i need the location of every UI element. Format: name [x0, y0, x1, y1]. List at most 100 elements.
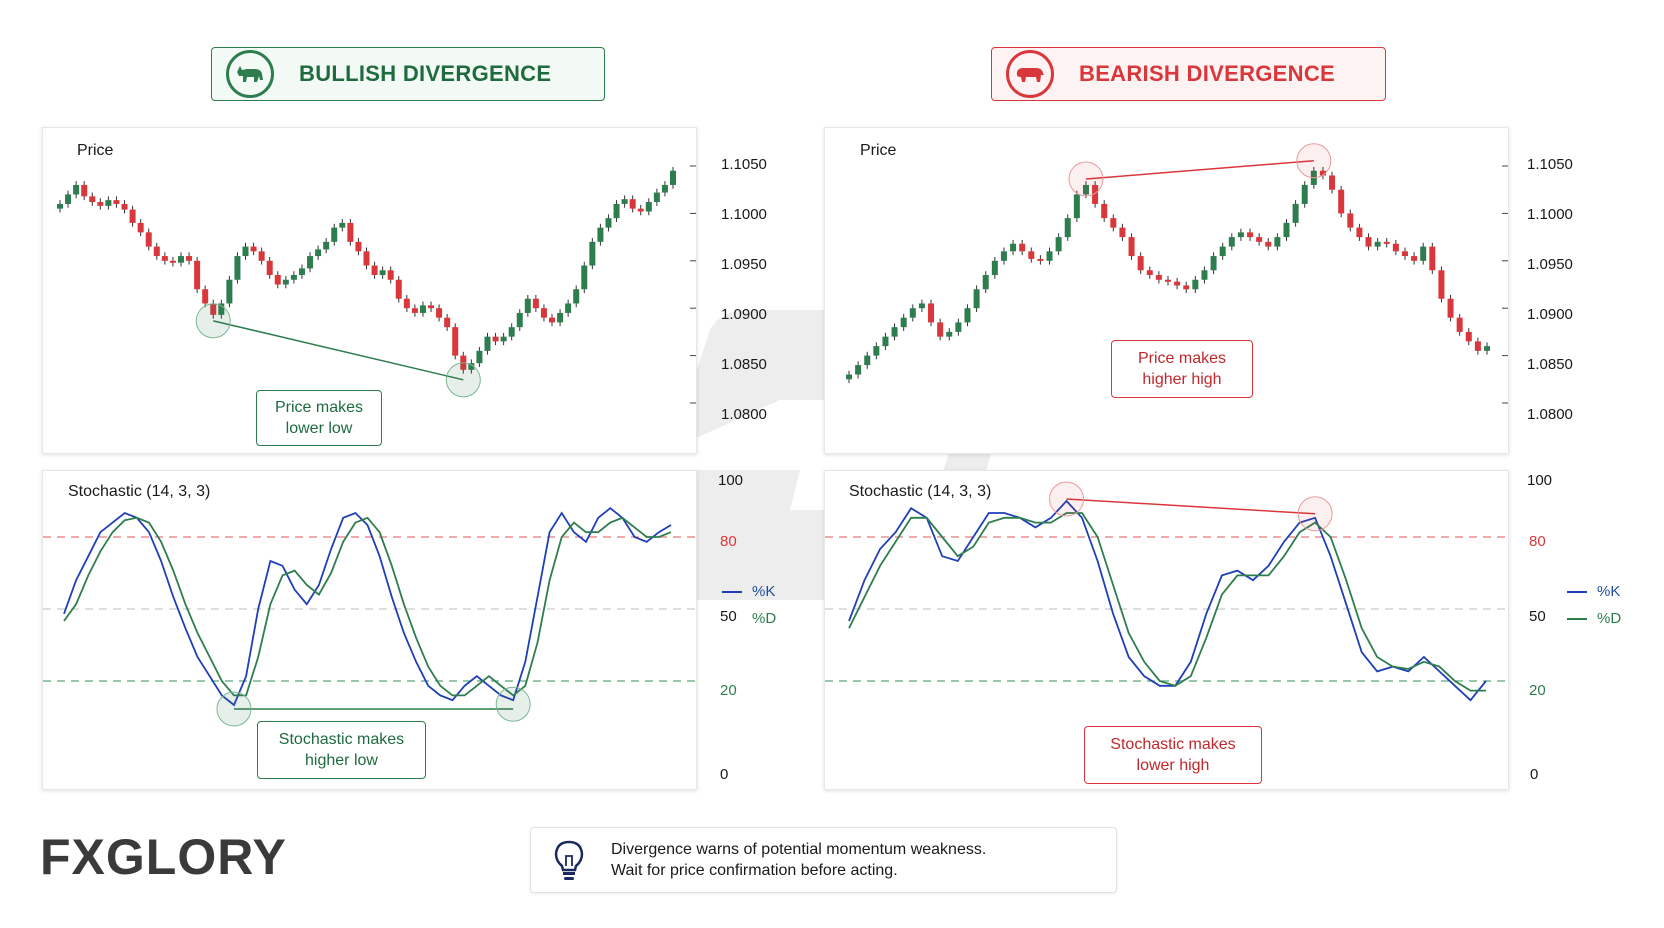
- candle-body: [1037, 258, 1044, 261]
- candle-body: [621, 199, 628, 204]
- lower-high-trendline: [1066, 498, 1316, 515]
- candle-body: [900, 317, 907, 328]
- candle-body: [1484, 346, 1490, 351]
- candle-body: [1073, 194, 1080, 219]
- higher-high-trendline: [1085, 159, 1314, 180]
- candle-body: [1201, 270, 1208, 280]
- tip-line-1: Divergence warns of potential momentum w…: [611, 841, 987, 858]
- candle-body: [242, 246, 249, 257]
- bull-stoch-panel: Stochastic (14, 3, 3) Stochastic makes h…: [42, 470, 697, 790]
- candle-body: [177, 256, 184, 263]
- candle-body: [186, 256, 193, 261]
- price-tick: 1.0950: [721, 256, 767, 273]
- high-marker: [1049, 481, 1085, 517]
- candle-body: [419, 305, 426, 313]
- stoch-tick: 80: [720, 533, 737, 550]
- price-tick: 1.1050: [1527, 156, 1573, 173]
- legend-k: %K: [1567, 578, 1621, 605]
- fxglory-logo: FXGLORY: [40, 829, 287, 885]
- candle-body: [282, 279, 289, 285]
- candle-body: [339, 222, 346, 228]
- candle-body: [428, 305, 435, 309]
- candle-body: [1356, 227, 1363, 238]
- candle-body: [1274, 237, 1281, 247]
- candle-body: [452, 327, 459, 356]
- price-tick: 1.1000: [721, 206, 767, 223]
- candle-body: [1146, 270, 1153, 276]
- candle-body: [468, 363, 475, 370]
- candle-body: [476, 350, 483, 364]
- candle-body: [882, 336, 889, 347]
- candle-body: [1420, 246, 1427, 261]
- price-tick: 1.0900: [1527, 306, 1573, 323]
- candle-body: [1374, 241, 1381, 247]
- candle-body: [363, 251, 370, 266]
- candle-body: [1174, 281, 1181, 286]
- candle-body: [371, 265, 378, 276]
- candle-body: [1411, 256, 1418, 261]
- candle-body: [1301, 184, 1308, 204]
- candle-body: [645, 202, 652, 212]
- price-tick: 1.1050: [721, 156, 767, 173]
- price-tick: 1.1000: [1527, 206, 1573, 223]
- price-tick: 1.0950: [1527, 256, 1573, 273]
- candle-body: [1319, 170, 1326, 176]
- candle-body: [121, 203, 128, 210]
- stoch-tick: 20: [720, 682, 737, 699]
- candle-body: [982, 275, 989, 290]
- price-tick: 1.0850: [1527, 356, 1573, 373]
- candle-body: [153, 246, 160, 257]
- tip-line-2: Wait for price confirmation before actin…: [611, 862, 898, 879]
- candle-body: [964, 308, 971, 323]
- candle-body: [1401, 251, 1408, 257]
- candle-body: [605, 218, 612, 228]
- bearish-title: BEARISH DIVERGENCE: [1079, 61, 1335, 86]
- candle-body: [524, 298, 531, 313]
- bull-legend: %K %D: [722, 578, 776, 632]
- k-swatch: [722, 590, 742, 593]
- low-marker: [495, 686, 531, 722]
- candle-body: [918, 303, 925, 309]
- candle-body: [226, 279, 233, 304]
- k-line: [848, 499, 1487, 702]
- bear-price-panel: Price Price makes higher high: [824, 127, 1509, 454]
- bear-legend: %K %D: [1567, 578, 1621, 632]
- candle-body: [161, 256, 168, 261]
- candle-body: [169, 260, 176, 263]
- candle-body: [298, 268, 305, 276]
- stoch-label: Stochastic (14, 3, 3): [849, 483, 992, 500]
- candle-body: [864, 355, 871, 366]
- stoch-tick: 80: [1529, 533, 1546, 550]
- k-swatch: [1567, 590, 1587, 593]
- candle-body: [540, 308, 547, 318]
- candle-body: [1010, 243, 1017, 252]
- candle-body: [1219, 246, 1226, 257]
- candle-body: [661, 184, 668, 193]
- candle-body: [1438, 270, 1445, 299]
- stoch-tick: 100: [1527, 472, 1553, 489]
- candle-body: [855, 365, 862, 375]
- candle-body: [500, 336, 507, 342]
- stoch-tick: 0: [720, 766, 729, 783]
- bull-price-callout: Price makes lower low: [256, 390, 382, 446]
- price-tick: 1.0900: [721, 306, 767, 323]
- candle-body: [549, 317, 556, 323]
- candle-body: [629, 199, 636, 209]
- candle-body: [1292, 203, 1299, 223]
- candle-body: [315, 249, 322, 257]
- candle-body: [846, 374, 852, 380]
- candle-body: [909, 308, 916, 318]
- candle-body: [1465, 331, 1472, 342]
- candle-body: [508, 327, 515, 337]
- candle-body: [1128, 237, 1135, 257]
- candle-body: [946, 331, 953, 337]
- candle-body: [1256, 237, 1263, 242]
- candle-body: [258, 251, 265, 261]
- bull-price-chart: [57, 165, 696, 404]
- candle-body: [653, 192, 660, 203]
- k-line: [63, 507, 672, 707]
- candle-body: [266, 260, 273, 276]
- candle-body: [347, 222, 354, 242]
- candle-body: [444, 317, 451, 328]
- candle-body: [1183, 285, 1190, 290]
